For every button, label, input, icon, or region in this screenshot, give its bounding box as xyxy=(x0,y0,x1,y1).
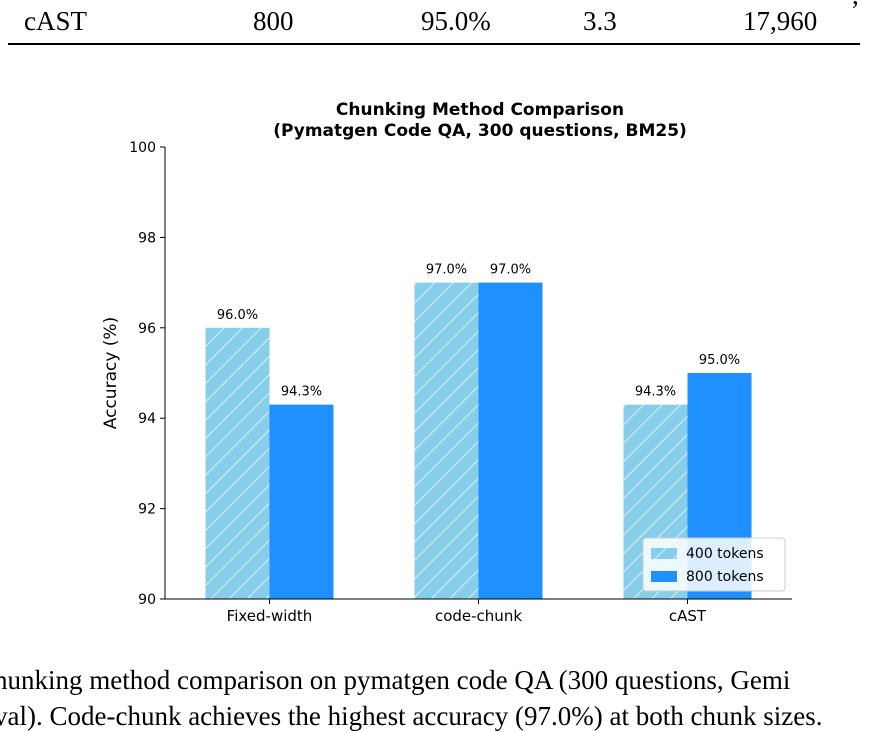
figure-caption-line-1: hunking method comparison on pymatgen co… xyxy=(0,665,791,695)
x-tick-label: cAST xyxy=(669,607,707,625)
legend-swatch xyxy=(651,571,677,582)
chart-title-line-2: (Pymatgen Code QA, 300 questions, BM25) xyxy=(273,121,687,141)
bar-value-label: 94.3% xyxy=(281,385,322,400)
bar-hatch xyxy=(414,282,479,599)
table-bottom-rule xyxy=(8,43,860,45)
bar-800-tokens xyxy=(478,282,543,599)
table-cell-method: cAST xyxy=(24,6,87,36)
legend-swatch-hatch xyxy=(651,548,677,559)
table-cell-count: 17,960 xyxy=(743,6,818,36)
chart-legend: 400 tokens 800 tokens xyxy=(642,537,786,592)
table-last-row: cAST 800 95.0% 3.3 17,960 , xyxy=(0,0,894,46)
accuracy-bar-chart: Chunking Method Comparison (Pymatgen Cod… xyxy=(101,100,792,625)
bar-value-label: 96.0% xyxy=(217,308,258,323)
x-axis: Fixed-width code-chunk cAST xyxy=(165,598,792,625)
table-fragment-above: , xyxy=(852,0,859,12)
y-tick-label: 94 xyxy=(138,411,156,427)
y-tick-label: 96 xyxy=(138,321,156,337)
bar-hatch xyxy=(205,327,270,599)
bar-value-label: 95.0% xyxy=(699,353,740,368)
bar-value-label: 97.0% xyxy=(490,263,531,278)
y-axis-label: Accuracy (%) xyxy=(101,317,121,429)
table-cell-chunk-size: 800 xyxy=(253,6,294,36)
bar-value-label: 97.0% xyxy=(426,263,467,278)
bar-800-tokens xyxy=(269,404,334,599)
legend-label: 800 tokens xyxy=(686,569,764,585)
y-tick-label: 90 xyxy=(138,592,156,608)
bar-value-label: 94.3% xyxy=(635,385,676,400)
bars-group: 96.0% 94.3% 97.0% 97.0% 94.3% 95.0% xyxy=(205,263,752,599)
figure-caption-line-2: val). Code-chunk achieves the highest ac… xyxy=(0,701,823,731)
legend-box xyxy=(642,537,786,592)
y-axis: 90 92 94 96 98 100 xyxy=(129,140,166,608)
y-tick-label: 92 xyxy=(138,502,156,518)
y-tick-label: 100 xyxy=(129,140,156,156)
x-tick-label: code-chunk xyxy=(435,607,522,625)
legend-label: 400 tokens xyxy=(686,546,764,562)
chart-title-line-1: Chunking Method Comparison xyxy=(336,100,624,120)
table-cell-value: 3.3 xyxy=(583,6,617,36)
table-cell-accuracy: 95.0% xyxy=(421,6,491,36)
y-tick-label: 98 xyxy=(138,230,156,246)
x-tick-label: Fixed-width xyxy=(227,607,313,625)
